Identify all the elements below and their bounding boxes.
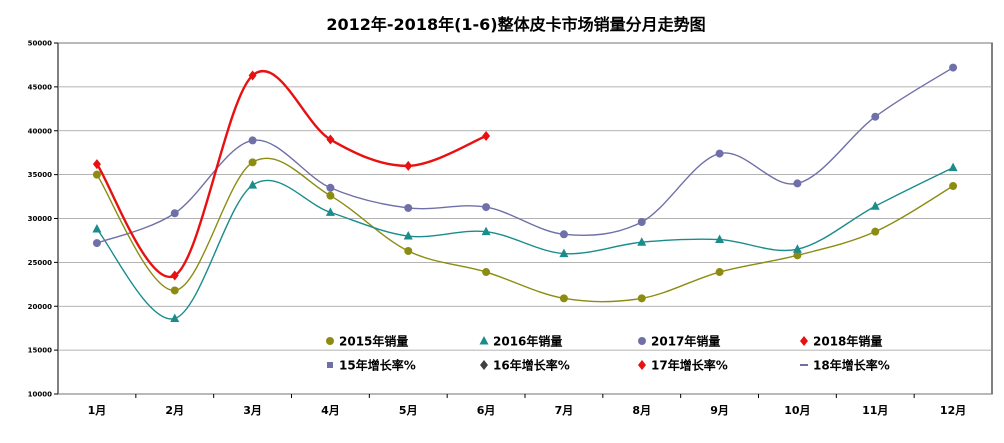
- data-point: [949, 63, 958, 72]
- series-group: [92, 63, 958, 323]
- data-point: [248, 136, 257, 145]
- chart-title: 2012年-2018年(1-6)整体皮卡市场销量分月走势图: [326, 15, 705, 34]
- data-point: [637, 294, 646, 303]
- data-point: [92, 170, 101, 179]
- data-point: [482, 131, 491, 142]
- legend-marker: [800, 364, 808, 366]
- data-point: [404, 160, 413, 171]
- data-point: [326, 191, 335, 200]
- data-point: [715, 268, 724, 277]
- legend-item: 15年增长率%: [327, 358, 416, 373]
- data-point: [482, 268, 491, 277]
- data-point: [170, 286, 179, 295]
- data-point: [871, 112, 880, 121]
- data-point: [715, 234, 725, 244]
- y-axis-ticks: 50000 45000 40000 35000 30000 25000 20000 15000…: [28, 40, 58, 399]
- y-tick-label: 40000: [28, 127, 52, 135]
- series-1: [92, 157, 958, 303]
- data-point: [637, 237, 647, 246]
- data-point: [404, 203, 413, 212]
- x-tick-label: 10月: [784, 404, 810, 417]
- x-tick-label: 4月: [321, 404, 340, 417]
- x-tick-label: 8月: [632, 404, 651, 417]
- data-point: [248, 70, 257, 81]
- y-tick-label: 45000: [28, 83, 52, 91]
- legend-label: 16年增长率%: [493, 358, 570, 373]
- data-point: [170, 313, 180, 323]
- data-point: [948, 162, 958, 172]
- legend-item: 16年增长率%: [480, 358, 570, 373]
- data-point: [326, 134, 335, 145]
- legend-item: 17年增长率%: [638, 358, 728, 373]
- data-point: [92, 239, 101, 248]
- legend-marker: [480, 360, 488, 370]
- data-point: [637, 218, 646, 227]
- y-tick-label: 50000: [28, 40, 52, 48]
- legend-marker: [326, 337, 334, 345]
- legend-item: 2015年销量: [326, 334, 408, 349]
- data-point: [403, 231, 413, 240]
- legend-marker: [479, 336, 489, 345]
- legend-marker: [638, 337, 646, 345]
- data-point: [715, 149, 724, 158]
- data-point: [482, 203, 491, 212]
- x-tick-label: 12月: [940, 404, 966, 417]
- series-4: [92, 70, 491, 281]
- data-point: [871, 227, 880, 236]
- data-point: [949, 182, 958, 191]
- x-tick-label: 5月: [399, 404, 418, 417]
- series-line: [96, 66, 954, 244]
- data-point: [870, 201, 880, 210]
- x-tick-label: 1月: [88, 404, 107, 417]
- data-point: [404, 246, 413, 255]
- legend-label: 2018年销量: [813, 334, 882, 349]
- y-tick-label: 20000: [28, 303, 52, 311]
- legend-marker: [638, 360, 646, 370]
- legend-item: 18年增长率%: [800, 358, 890, 373]
- x-tick-label: 9月: [710, 404, 729, 417]
- x-tick-label: 2月: [165, 404, 184, 417]
- legend-label: 17年增长率%: [651, 358, 728, 373]
- legend-item: 2018年销量: [800, 334, 882, 349]
- data-point: [481, 226, 491, 236]
- y-tick-label: 35000: [28, 171, 52, 179]
- legend: 2015年销量 2016年销量 2017年销量 2018年销量 15年增长率% 16年增长…: [326, 334, 890, 373]
- legend-label: 18年增长率%: [813, 358, 890, 373]
- data-point: [170, 270, 179, 281]
- legend-label: 2016年销量: [493, 334, 562, 349]
- data-point: [92, 224, 102, 233]
- legend-label: 15年增长率%: [339, 358, 416, 373]
- legend-marker: [327, 362, 333, 368]
- data-point: [559, 230, 568, 239]
- data-point: [170, 209, 179, 218]
- legend-marker: [800, 336, 808, 346]
- x-tick-label: 6月: [477, 404, 496, 417]
- x-tick-label: 3月: [243, 404, 262, 417]
- y-tick-label: 25000: [28, 259, 52, 267]
- data-point: [559, 248, 569, 258]
- y-tick-label: 15000: [28, 347, 52, 355]
- data-point: [92, 159, 101, 170]
- legend-label: 2015年销量: [339, 334, 408, 349]
- legend-item: 2016年销量: [479, 334, 562, 349]
- data-point: [326, 183, 335, 192]
- legend-label: 2017年销量: [651, 334, 720, 349]
- y-tick-label: 30000: [28, 215, 52, 223]
- data-point: [248, 158, 257, 167]
- data-point: [248, 180, 258, 189]
- x-tick-label: 7月: [555, 404, 574, 417]
- data-point: [325, 207, 335, 216]
- data-point: [793, 251, 802, 260]
- data-point: [559, 294, 568, 303]
- x-axis-ticks: 1月 2月 3月 4月 5月 6月 7月 8月 9月 10月 11月 12月: [88, 394, 966, 417]
- series-3: [92, 63, 958, 248]
- y-tick-label: 10000: [28, 391, 52, 399]
- x-tick-label: 11月: [862, 404, 888, 417]
- series-2: [92, 162, 958, 323]
- data-point: [793, 179, 802, 188]
- series-line: [96, 166, 954, 320]
- legend-item: 2017年销量: [638, 334, 720, 349]
- data-point: [792, 244, 802, 253]
